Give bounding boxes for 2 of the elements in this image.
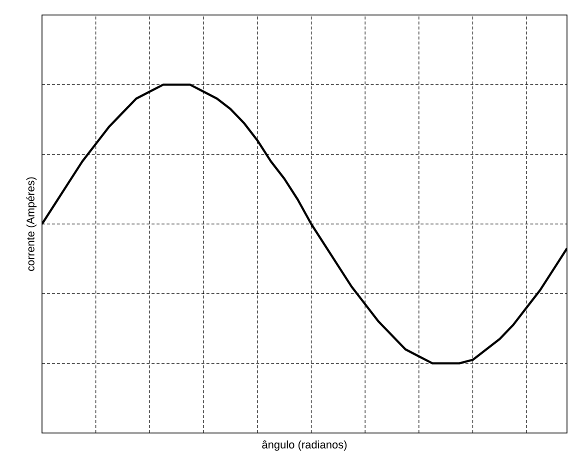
x-axis-title: ângulo (radianos): [262, 440, 347, 451]
y-axis-title: corrente (Ampéres): [26, 177, 37, 271]
